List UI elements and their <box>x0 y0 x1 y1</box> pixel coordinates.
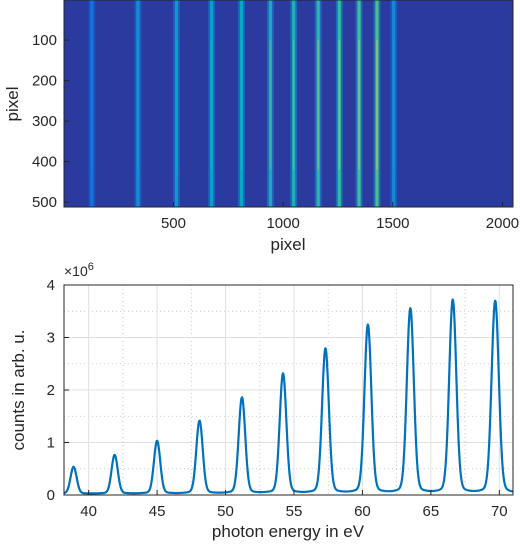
spectral-line <box>373 0 381 207</box>
spectral-lines-group <box>88 0 398 207</box>
y-tick-label: 4 <box>47 277 55 294</box>
y-tick-label: 100 <box>32 32 57 49</box>
spectral-line <box>134 0 142 207</box>
detector-image-background <box>64 0 513 207</box>
spectral-line <box>314 0 322 207</box>
spectral-line <box>208 0 216 207</box>
y-tick-label: 500 <box>32 194 57 211</box>
x-tick-label: 2000 <box>486 215 519 232</box>
x-tick-label: 60 <box>354 503 371 520</box>
detector-y-axis-label: pixel <box>3 87 22 122</box>
x-tick-label: 40 <box>80 503 97 520</box>
detector-axis-ticks: 500 1000 1500 2000 100 200 300 400 500 <box>32 32 519 232</box>
x-tick-label: 55 <box>286 503 303 520</box>
x-tick-label: 50 <box>217 503 234 520</box>
x-tick-label: 1500 <box>376 215 409 232</box>
y-tick-label: 400 <box>32 154 57 171</box>
x-tick-label: 45 <box>149 503 166 520</box>
spectral-line <box>173 0 181 207</box>
y-tick-label: 0 <box>47 487 55 504</box>
spectral-line <box>390 0 398 207</box>
y-tick-label: 2 <box>47 382 55 399</box>
spectrum-axis-ticks: 40 45 50 55 60 65 70 0 1 2 3 4 <box>47 277 508 520</box>
y-tick-label: 200 <box>32 73 57 90</box>
spectral-line <box>266 0 274 207</box>
spectral-line <box>290 0 298 207</box>
detector-image-panel: 500 1000 1500 2000 100 200 300 400 500 pixel pix… <box>3 0 519 254</box>
y-tick-label: 3 <box>47 330 55 347</box>
y-tick-label: 300 <box>32 113 57 130</box>
spectral-line <box>88 0 96 207</box>
detector-x-axis-label: pixel <box>271 235 306 254</box>
x-tick-label: 70 <box>491 503 508 520</box>
y-axis-multiplier: ×106 <box>64 261 94 279</box>
detector-image-frame <box>63 0 514 208</box>
x-tick-label: 500 <box>161 215 186 232</box>
x-tick-label: 65 <box>423 503 440 520</box>
spectrum-line <box>64 298 513 495</box>
spectrum-panel: 40 45 50 55 60 65 70 0 1 2 3 4 ×106 photon energy i… <box>9 261 514 541</box>
y-tick-label: 1 <box>47 435 55 452</box>
spectral-line <box>237 0 245 207</box>
spectral-line <box>335 0 343 207</box>
spectral-line <box>355 0 363 207</box>
x-tick-label: 1000 <box>266 215 299 232</box>
spectrum-x-axis-label: photon energy in eV <box>212 522 365 541</box>
spectrum-y-axis-label: counts in arb. u. <box>9 330 28 451</box>
